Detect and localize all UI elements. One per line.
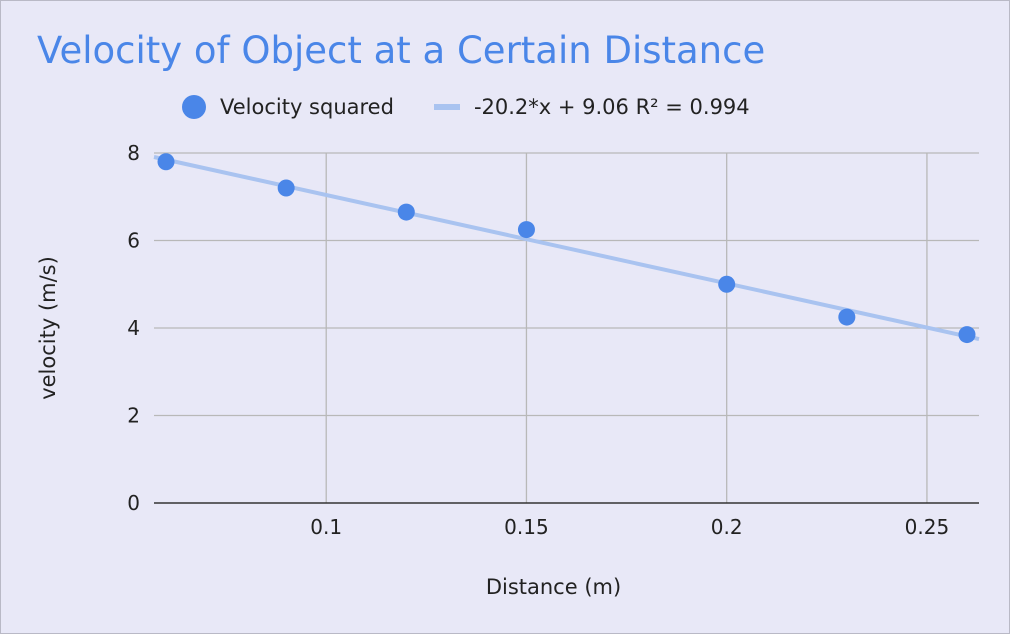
legend-item-points[interactable]: Velocity squared <box>182 95 394 119</box>
legend-marker-dot <box>182 95 206 119</box>
data-point[interactable] <box>958 326 976 344</box>
legend-label-trendline: -20.2*x + 9.06 R² = 0.994 <box>473 95 750 119</box>
x-tick-label: 0.15 <box>504 515 549 539</box>
legend: Velocity squared -20.2*x + 9.06 R² = 0.9… <box>182 91 750 123</box>
y-axis-title: velocity (m/s) <box>36 256 60 400</box>
trendline <box>153 155 980 342</box>
x-tick-label: 0.25 <box>905 515 950 539</box>
x-tick-label: 0.2 <box>711 515 743 539</box>
chart-title: Velocity of Object at a Certain Distance <box>37 29 766 72</box>
y-tick-label: 0 <box>127 491 140 515</box>
y-tick-label: 4 <box>127 316 140 340</box>
y-tick-label: 6 <box>127 229 140 253</box>
data-point[interactable] <box>397 203 415 221</box>
y-tick-label: 2 <box>127 404 140 428</box>
data-point[interactable] <box>277 179 295 197</box>
y-tick-label: 8 <box>127 141 140 165</box>
x-axis-title: Distance (m) <box>486 575 621 599</box>
data-point[interactable] <box>838 308 856 326</box>
legend-item-trendline[interactable]: -20.2*x + 9.06 R² = 0.994 <box>394 95 750 119</box>
legend-label-points: Velocity squared <box>220 95 394 119</box>
data-point[interactable] <box>157 153 175 171</box>
data-point[interactable] <box>517 221 535 239</box>
x-tick-label: 0.1 <box>310 515 342 539</box>
data-point[interactable] <box>718 275 736 293</box>
legend-marker-line <box>433 104 460 110</box>
